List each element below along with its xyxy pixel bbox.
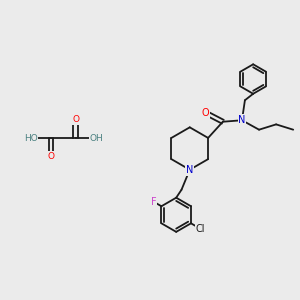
Text: Cl: Cl — [196, 224, 206, 234]
Text: F: F — [151, 197, 157, 207]
Text: OH: OH — [89, 134, 103, 143]
Text: HO: HO — [24, 134, 38, 143]
Text: N: N — [186, 165, 194, 175]
Text: O: O — [72, 116, 79, 124]
Text: N: N — [238, 115, 246, 125]
Text: O: O — [202, 108, 210, 118]
Text: O: O — [47, 152, 54, 161]
